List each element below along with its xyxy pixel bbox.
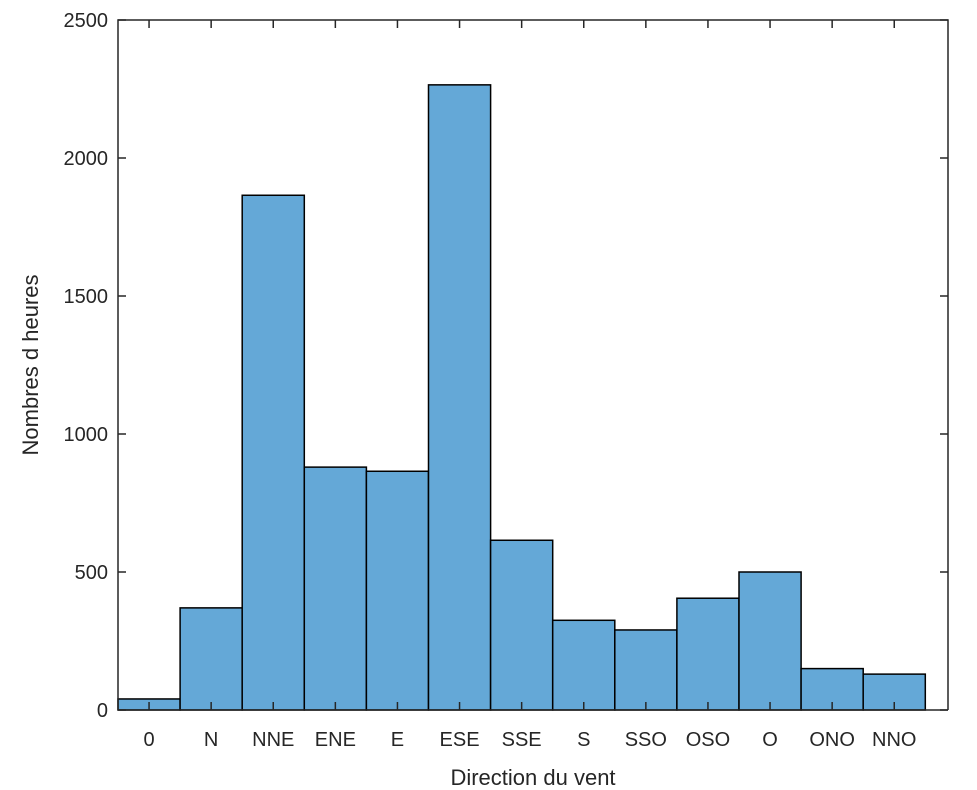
x-tick-label-nne: NNE [252,729,294,751]
y-axis-title: Nombres d heures [18,275,43,456]
x-tick-label-n: N [204,729,218,751]
y-tick-label: 2500 [64,10,109,32]
bar-s [551,619,616,711]
bar-oso [676,597,740,711]
plot-frame [117,19,949,710]
x-tick-label-nno: NNO [872,729,916,751]
x-tick-label-sse: SSE [502,729,542,751]
y-tick-label: 1500 [64,286,109,308]
bar-nne [241,194,306,711]
x-tick-label-oso: OSO [686,729,730,751]
y-tick-label: 0 [97,700,108,722]
x-tick-label-0: 0 [143,729,154,751]
y-tick-label: 1000 [64,424,109,446]
bar-ese [427,84,492,711]
x-tick-label-o: O [762,729,778,751]
x-tick-label-sso: SSO [625,729,667,751]
x-tick-label-ese: ESE [440,729,480,751]
bar-e [365,470,430,711]
bars-group [117,84,927,711]
x-tick-label-s: S [577,729,590,751]
x-tick-label-ene: ENE [315,729,356,751]
bar-o [738,571,802,711]
y-tick-label: 500 [75,562,108,584]
bar-sse [489,539,554,711]
bar-n [179,607,243,711]
y-tick-label: 2000 [64,148,109,170]
x-ticks-group: 0 N NNE ENE E ESE SSE S SSO OSO O ONO NNO [143,20,916,751]
x-tick-label-e: E [391,729,404,751]
y-ticks-group: 0 500 1000 1500 2000 2500 [64,10,948,722]
bar-ene [303,466,368,711]
x-axis-title: Direction du vent [450,765,615,790]
bar-sso [614,629,678,711]
x-tick-label-ono: ONO [809,729,855,751]
